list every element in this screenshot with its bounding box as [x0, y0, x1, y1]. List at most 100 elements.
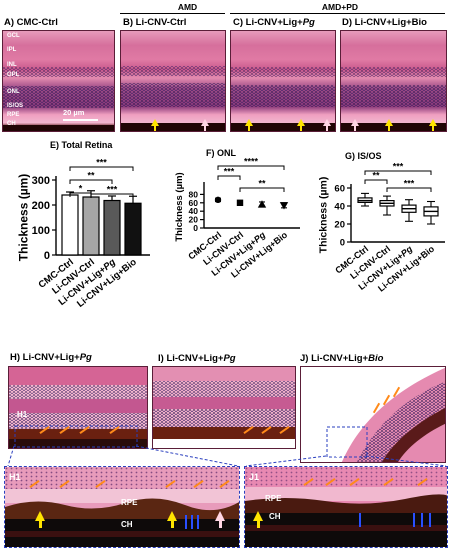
chart-e-significance-label: *** — [107, 185, 118, 195]
group-label-amd-pd: AMD+PD — [321, 2, 359, 12]
histology-image-d — [340, 30, 447, 132]
chart-f-significance-label: ** — [258, 179, 266, 189]
chart-f-y-tick-label: 60 — [189, 198, 199, 208]
chart-f-point — [279, 202, 289, 210]
blue-marker-icon — [359, 513, 361, 527]
layer-label-rpe: RPE — [7, 112, 20, 118]
chart-e-y-tick-label: 200 — [32, 200, 50, 212]
chart-e-significance-label: * — [79, 184, 83, 194]
zoom-j1-ch-label: CH — [269, 512, 281, 521]
histology-image-h: H1 — [8, 366, 148, 449]
zoom-label-j1: J1 — [249, 472, 260, 482]
chart-g-significance-label: *** — [393, 162, 404, 172]
layer-label-onl: ONL — [7, 89, 20, 95]
blue-marker-icon — [185, 515, 187, 529]
blue-marker-icon — [191, 515, 193, 529]
layer-label-inl: INL — [7, 62, 17, 68]
panel-title-a: A) CMC-Ctrl — [4, 17, 58, 28]
yellow-arrow-icon — [385, 119, 393, 131]
white-arrow-icon — [323, 119, 331, 131]
white-arrow-icon — [215, 511, 225, 528]
panel-title-h: H) Li-CNV+Lig+Pg — [10, 352, 92, 363]
zoom-label-h1: H1 — [9, 472, 21, 482]
chart-f-significance-label: *** — [224, 167, 235, 177]
yellow-arrow-icon — [429, 119, 437, 131]
chart-f-y-tick-label: 40 — [189, 206, 199, 216]
panel-title-i: I) Li-CNV+Lig+Pg — [158, 353, 236, 364]
chart-g-significance — [364, 170, 432, 175]
histology-zoom-h1: H1 RPE CH — [4, 466, 240, 548]
panel-title-b: B) Li-CNV-Ctrl — [123, 17, 187, 28]
yellow-arrow-icon — [167, 511, 177, 528]
yellow-arrow-icon — [35, 511, 45, 528]
chart-f-point — [236, 199, 244, 206]
panel-title-c: C) Li-CNV+Lig+Pg — [233, 17, 315, 28]
panel-title-j: J) Li-CNV+Lig+Bio — [300, 353, 384, 364]
chart-e-bar — [103, 199, 121, 256]
chart-g-y-axis-label: Thickness (µm) — [317, 177, 329, 254]
chart-e-bar — [82, 196, 100, 256]
layer-label-ipl: IPL — [7, 47, 17, 53]
chart-g-significance-label: ** — [372, 171, 380, 181]
zoom-connector — [7, 445, 447, 467]
chart-f-point — [214, 196, 222, 204]
yellow-arrow-icon — [245, 119, 253, 131]
chart-e-bar — [61, 194, 79, 256]
chart-e-y-tick-label: 0 — [44, 250, 50, 262]
yellow-arrow-icon — [151, 119, 159, 131]
chart-e-significance — [90, 193, 134, 198]
zoom-j1-rpe-label: RPE — [265, 494, 282, 503]
chart-g-y-tick-label: 40 — [334, 201, 345, 212]
chart-f-y-tick-label: 0 — [193, 223, 198, 233]
chart-e-significance — [69, 166, 134, 171]
inset-label-j1: J1 — [331, 450, 340, 459]
chart-g-y-tick-label: 60 — [334, 183, 345, 194]
layer-label-ch: CH — [7, 121, 16, 127]
chart-e-bar — [124, 202, 142, 256]
chart-g-significance — [364, 179, 388, 184]
chart-f-title: F) ONL — [206, 148, 237, 158]
blue-marker-icon — [197, 515, 199, 529]
chart-e-significance-label: ** — [87, 171, 95, 181]
chart-e-y-tick-label: 100 — [32, 225, 50, 237]
chart-g-significance — [386, 187, 432, 192]
layer-label-opl: OPL — [7, 72, 20, 78]
blue-marker-icon — [413, 513, 415, 527]
zoom-h1-rpe-label: RPE — [121, 498, 138, 507]
chart-f-y-tick-label: 20 — [189, 215, 199, 225]
histology-image-a: GCL IPL INL OPL ONL IS/OS RPE CH 20 µm — [2, 30, 115, 132]
chart-f-y-tick-label: 80 — [189, 189, 199, 199]
blue-marker-icon — [421, 513, 423, 527]
chart-f-significance — [239, 187, 285, 192]
chart-f-y-axis-label: Thickness (µm) — [174, 172, 185, 241]
yellow-arrow-icon — [297, 119, 305, 131]
white-arrow-icon — [201, 119, 209, 131]
group-bracket-amd-pd — [230, 13, 445, 14]
chart-g-y-tick-label: 20 — [334, 219, 345, 230]
histology-image-c — [230, 30, 336, 132]
histology-image-j: J1 — [300, 366, 446, 463]
chart-f-significance — [217, 165, 285, 170]
scale-bar — [63, 119, 98, 121]
layer-label-is-os: IS/OS — [7, 103, 24, 109]
chart-e-title: E) Total Retina — [50, 140, 113, 150]
chart-f-point — [257, 200, 267, 208]
panel-title-d: D) Li-CNV+Lig+Bio — [342, 17, 427, 28]
chart-g-title: G) IS/OS — [345, 151, 382, 161]
histology-zoom-j1: J1 RPE CH — [244, 466, 448, 548]
yellow-arrow-icon — [253, 511, 263, 528]
group-bracket-amd — [120, 13, 225, 14]
group-label-amd: AMD — [177, 2, 198, 12]
chart-f-significance — [217, 175, 241, 180]
blue-marker-icon — [429, 513, 431, 527]
histology-image-i — [152, 366, 296, 449]
inset-label-h1: H1 — [17, 410, 28, 419]
white-arrow-icon — [351, 119, 359, 131]
chart-e-y-axis-label: Thickness (µm) — [16, 174, 30, 262]
chart-g-significance-label: *** — [404, 179, 415, 189]
chart-e-significance — [69, 179, 113, 184]
chart-f-significance-label: **** — [244, 158, 259, 167]
